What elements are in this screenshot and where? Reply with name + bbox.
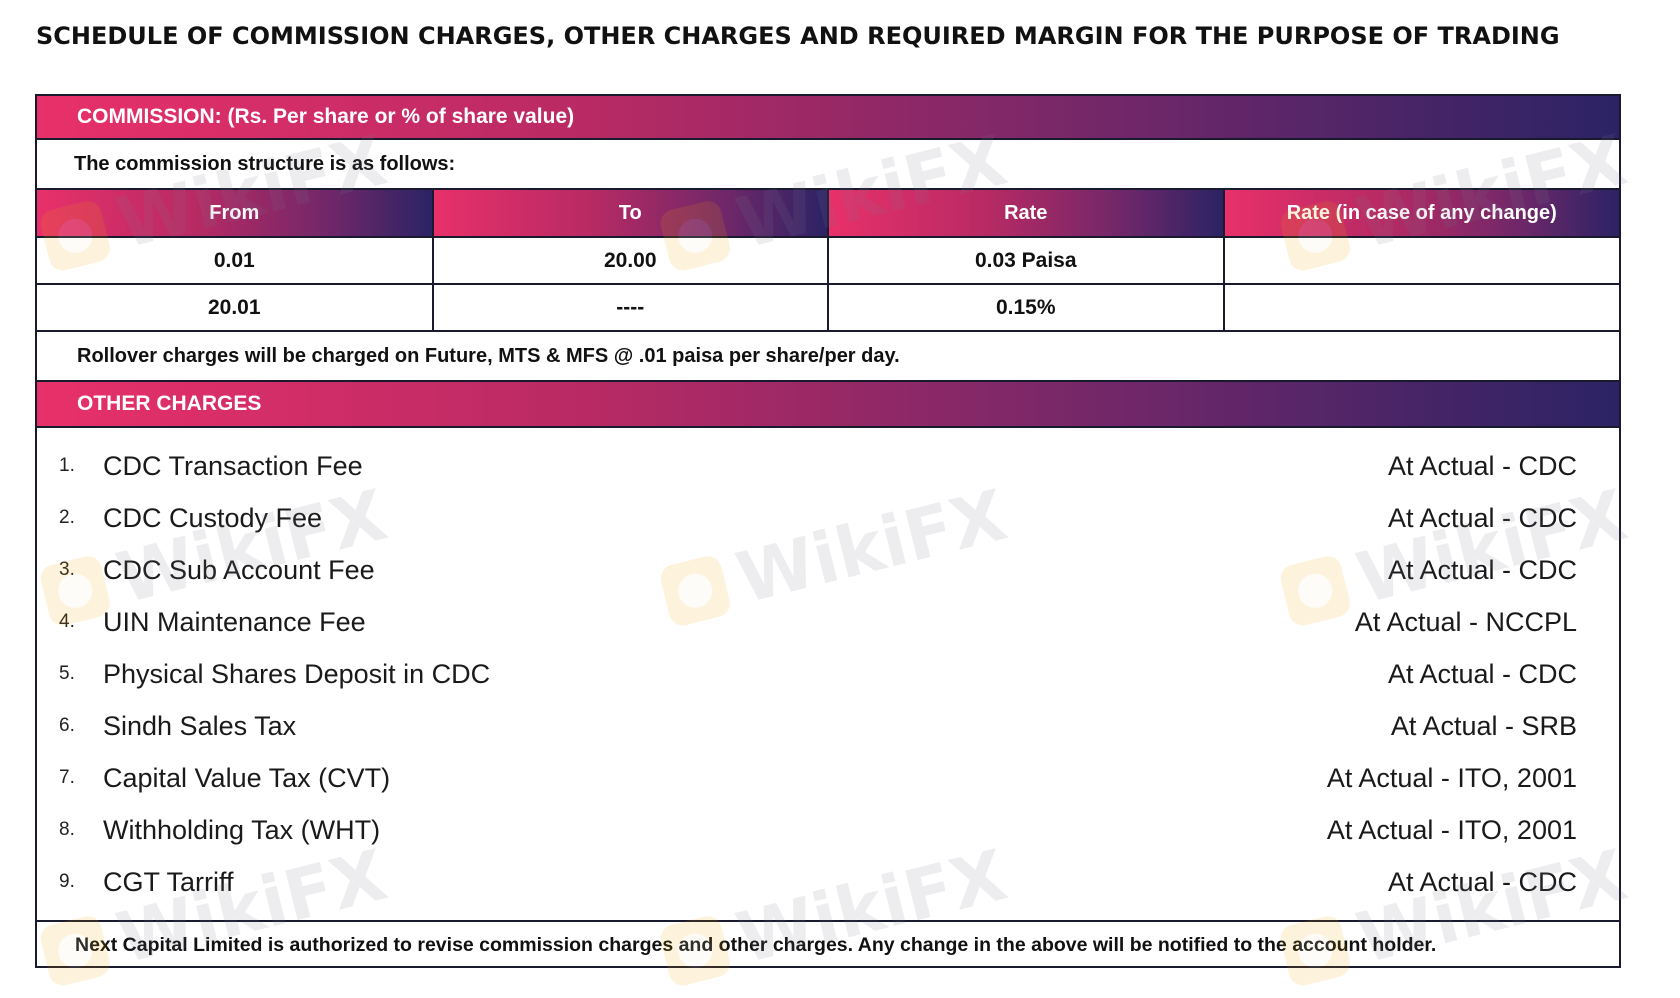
cell-to: ---- xyxy=(431,283,829,332)
cell-rate-change xyxy=(1222,283,1619,332)
list-item: 4. UIN Maintenance Fee At Actual - NCCPL xyxy=(59,596,1577,648)
commission-section-header: COMMISSION: (Rs. Per share or % of share… xyxy=(37,96,1619,140)
charge-value: At Actual - CDC xyxy=(1387,658,1577,689)
charge-name: Withholding Tax (WHT) xyxy=(103,814,381,845)
item-number: 3. xyxy=(59,559,75,580)
charge-name: CDC Transaction Fee xyxy=(103,450,363,481)
charge-name: Sindh Sales Tax xyxy=(103,710,297,741)
item-number: 8. xyxy=(59,819,75,840)
revision-notice: Next Capital Limited is authorized to re… xyxy=(37,920,1619,968)
list-item: 2. CDC Custody Fee At Actual - CDC xyxy=(59,492,1577,544)
item-number: 7. xyxy=(59,767,75,788)
cell-rate: 0.15% xyxy=(827,283,1225,332)
item-number: 6. xyxy=(59,715,75,736)
column-header-to: To xyxy=(431,188,829,238)
document-title: SCHEDULE OF COMMISSION CHARGES, OTHER CH… xyxy=(36,22,1560,50)
table-row: 0.01 20.00 0.03 Paisa xyxy=(37,236,1619,285)
item-number: 5. xyxy=(59,663,75,684)
item-number: 1. xyxy=(59,455,75,476)
charge-name: CDC Sub Account Fee xyxy=(103,554,375,585)
charge-name: UIN Maintenance Fee xyxy=(103,606,366,637)
list-item: 1. CDC Transaction Fee At Actual - CDC xyxy=(59,440,1577,492)
other-charges-section-header: OTHER CHARGES xyxy=(37,380,1619,428)
charge-name: Physical Shares Deposit in CDC xyxy=(103,658,491,689)
item-number: 2. xyxy=(59,507,75,528)
other-charges-list: 1. CDC Transaction Fee At Actual - CDC 2… xyxy=(37,428,1619,920)
list-item: 3. CDC Sub Account Fee At Actual - CDC xyxy=(59,544,1577,596)
cell-to: 20.00 xyxy=(431,236,829,285)
list-item: 9. CGT Tarriff At Actual - CDC xyxy=(59,856,1577,908)
item-number: 9. xyxy=(59,871,75,892)
list-item: 7. Capital Value Tax (CVT) At Actual - I… xyxy=(59,752,1577,804)
charge-value: At Actual - NCCPL xyxy=(1354,606,1577,637)
column-header-rate-change: Rate (in case of any change) xyxy=(1222,188,1619,238)
list-item: 5. Physical Shares Deposit in CDC At Act… xyxy=(59,648,1577,700)
list-item: 6. Sindh Sales Tax At Actual - SRB xyxy=(59,700,1577,752)
charge-value: At Actual - SRB xyxy=(1390,710,1577,741)
cell-from: 20.01 xyxy=(37,283,434,332)
rollover-charges-note: Rollover charges will be charged on Futu… xyxy=(77,344,900,367)
column-header-rate: Rate xyxy=(827,188,1225,238)
charge-value: At Actual - CDC xyxy=(1387,450,1577,481)
cell-rate: 0.03 Paisa xyxy=(827,236,1225,285)
charges-schedule-frame: COMMISSION: (Rs. Per share or % of share… xyxy=(35,94,1621,968)
item-number: 4. xyxy=(59,611,75,632)
cell-from: 0.01 xyxy=(37,236,434,285)
charge-value: At Actual - CDC xyxy=(1387,554,1577,585)
column-header-from: From xyxy=(37,188,434,238)
charge-value: At Actual - CDC xyxy=(1387,866,1577,897)
charge-value: At Actual - ITO, 2001 xyxy=(1326,814,1577,845)
cell-rate-change xyxy=(1222,236,1619,285)
table-row: 20.01 ---- 0.15% xyxy=(37,283,1619,332)
charge-name: CDC Custody Fee xyxy=(103,502,323,533)
list-item: 8. Withholding Tax (WHT) At Actual - ITO… xyxy=(59,804,1577,856)
commission-structure-intro: The commission structure is as follows: xyxy=(74,152,456,175)
charge-name: Capital Value Tax (CVT) xyxy=(103,762,391,793)
commission-table-header-row: From To Rate Rate (in case of any change… xyxy=(37,188,1619,238)
commission-rate-table: From To Rate Rate (in case of any change… xyxy=(37,188,1619,332)
charge-value: At Actual - CDC xyxy=(1387,502,1577,533)
charge-value: At Actual - ITO, 2001 xyxy=(1326,762,1577,793)
charge-name: CGT Tarriff xyxy=(103,866,234,897)
